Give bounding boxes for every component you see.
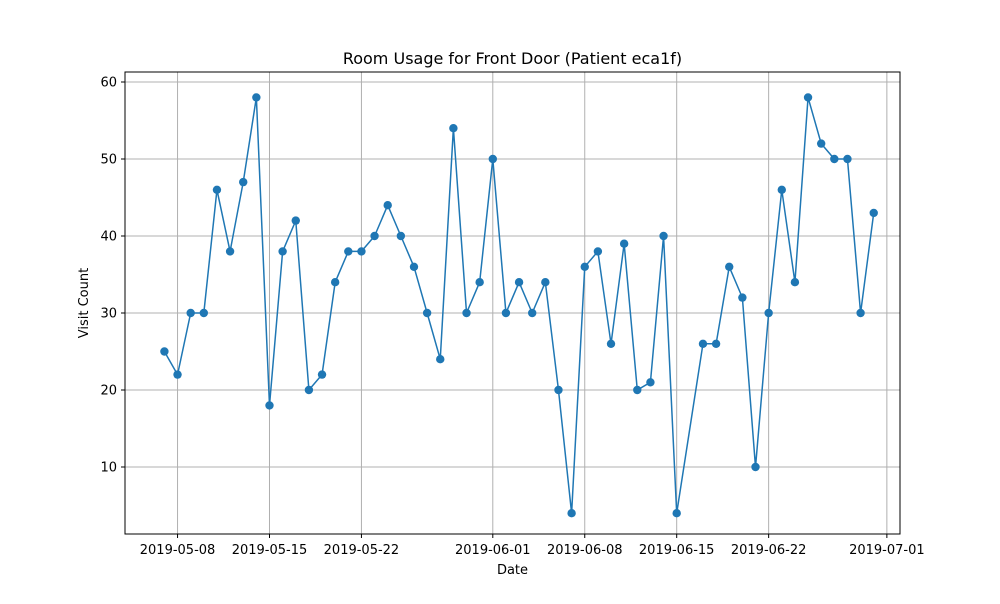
- data-point: [383, 201, 392, 210]
- data-point: [409, 262, 419, 272]
- data-point: [330, 278, 340, 287]
- chart-title: Room Usage for Front Door (Patient eca1f…: [343, 49, 682, 68]
- data-point: [659, 231, 668, 241]
- data-point: [580, 262, 589, 272]
- series-group: [160, 93, 878, 518]
- data-point: [790, 278, 800, 287]
- y-tick-label: 40: [100, 230, 117, 245]
- x-tick-label: 2019-07-01: [849, 543, 925, 558]
- data-point: [764, 308, 773, 318]
- y-tick-label: 20: [100, 384, 117, 399]
- data-point: [541, 278, 550, 287]
- data-point: [554, 385, 563, 395]
- data-point: [751, 462, 760, 472]
- data-point: [830, 154, 839, 164]
- x-axis-title: Date: [497, 563, 528, 578]
- data-point: [856, 308, 865, 318]
- data-point: [475, 278, 484, 287]
- data-point: [436, 355, 445, 364]
- data-point: [869, 208, 878, 218]
- x-tick-label: 2019-05-15: [232, 543, 308, 558]
- data-point: [606, 339, 616, 349]
- data-point: [633, 385, 642, 395]
- data-point: [462, 308, 471, 318]
- data-point: [449, 124, 458, 133]
- data-point: [344, 247, 353, 256]
- x-tick-label: 2019-05-08: [140, 543, 216, 558]
- data-point: [357, 247, 366, 256]
- data-point: [528, 308, 537, 318]
- plot-area-frame: [124, 71, 901, 535]
- data-point: [593, 247, 603, 256]
- y-axis-title: Visit Count: [77, 268, 92, 338]
- y-tick-label: 10: [100, 461, 117, 476]
- y-tick-label: 30: [100, 307, 117, 322]
- y-tick-label: 50: [100, 153, 117, 168]
- data-point: [225, 247, 235, 256]
- data-point: [317, 370, 327, 379]
- data-point: [698, 339, 708, 349]
- y-tick-label: 60: [100, 76, 117, 91]
- data-point: [646, 378, 655, 387]
- data-point: [672, 509, 681, 518]
- data-point: [488, 154, 497, 164]
- data-point: [738, 293, 747, 302]
- data-point: [501, 308, 511, 318]
- data-point: [160, 347, 169, 356]
- x-tick-label: 2019-06-01: [455, 543, 531, 558]
- data-point: [304, 385, 314, 395]
- data-point: [396, 231, 406, 241]
- data-point: [619, 239, 629, 248]
- data-point: [252, 93, 261, 102]
- data-point: [803, 93, 813, 102]
- x-tick-label: 2019-06-08: [547, 543, 623, 558]
- data-point: [567, 509, 576, 518]
- data-point: [725, 262, 734, 272]
- series-line: [163, 96, 875, 514]
- data-point: [173, 370, 182, 379]
- x-tick-label: 2019-05-22: [324, 543, 400, 558]
- x-tick-label: 2019-06-22: [731, 543, 807, 558]
- data-point: [186, 308, 195, 318]
- data-point: [711, 339, 721, 349]
- data-point: [777, 185, 786, 195]
- grid-lines: [125, 72, 900, 534]
- data-point: [265, 401, 274, 410]
- data-point: [843, 154, 852, 164]
- data-point: [199, 308, 209, 318]
- data-point: [239, 177, 248, 187]
- data-point: [291, 216, 300, 225]
- data-point: [816, 139, 826, 148]
- axis-ticks: 2019-05-08 2019-05-15 2019-05-22 2019-06-01…: [100, 76, 924, 558]
- data-point: [370, 231, 379, 241]
- data-point: [278, 247, 287, 256]
- data-point: [422, 308, 432, 318]
- x-tick-label: 2019-06-15: [639, 543, 715, 558]
- data-point: [212, 185, 222, 195]
- data-point: [514, 278, 524, 287]
